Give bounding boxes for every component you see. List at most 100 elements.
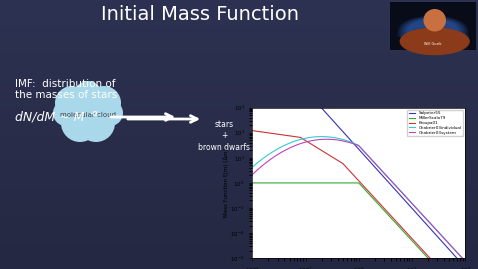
Bar [0, 154, 478, 155]
Bar [0, 232, 478, 233]
Bar [0, 107, 478, 108]
Kroupa01 [434, 264, 440, 267]
Bar [0, 205, 478, 206]
Bar [0, 115, 478, 116]
Bar [0, 203, 478, 204]
Salpeter55 [427, 226, 433, 230]
Text: Initial Mass Function: Initial Mass Function [101, 5, 299, 24]
Bar [0, 181, 478, 182]
Circle shape [61, 104, 99, 142]
Bar [0, 65, 478, 66]
Bar [0, 89, 478, 90]
Bar [0, 256, 478, 257]
MillerScalo79 [250, 181, 255, 185]
Kroupa01 [341, 163, 347, 166]
Bar [0, 93, 478, 94]
Bar [0, 75, 478, 76]
Bar [0, 175, 478, 176]
Bar [0, 36, 478, 37]
MillerScalo79 [298, 181, 304, 185]
Bar [0, 99, 478, 100]
Bar [0, 84, 478, 85]
Bar [0, 191, 478, 192]
MillerScalo79 [349, 181, 355, 185]
Bar [0, 250, 478, 251]
Circle shape [315, 184, 325, 194]
Bar [0, 262, 478, 263]
Bar [0, 135, 478, 136]
Text: molecular cloud: molecular cloud [60, 112, 116, 118]
Bar [0, 211, 478, 212]
Bar [0, 51, 478, 52]
Bar [0, 48, 478, 49]
Bar [0, 254, 478, 255]
Bar [0, 182, 478, 183]
Bar [0, 141, 478, 142]
Bar [0, 45, 478, 46]
Bar [0, 133, 478, 134]
Bar [0, 146, 478, 147]
Bar [0, 224, 478, 225]
Bar [0, 61, 478, 62]
Line: Chabrier03system: Chabrier03system [252, 139, 465, 261]
Bar [0, 216, 478, 217]
MillerScalo79 [253, 181, 259, 185]
Bar [0, 62, 478, 63]
Chabrier03individual [287, 141, 293, 144]
Bar [0, 215, 478, 216]
Salpeter55 [461, 264, 467, 267]
Bar [0, 198, 478, 199]
Bar [0, 150, 478, 151]
Bar [0, 158, 478, 159]
Bar [0, 165, 478, 166]
Bar [0, 31, 478, 32]
Bar [0, 33, 478, 34]
Circle shape [272, 173, 288, 189]
Bar [0, 209, 478, 210]
Chabrier03individual [410, 203, 416, 206]
Bar [0, 217, 478, 218]
Bar [0, 153, 478, 154]
Bar [0, 59, 478, 60]
Bar [0, 152, 478, 153]
Bar [0, 101, 478, 102]
Bar [0, 42, 478, 43]
Bar [0, 24, 478, 25]
Bar [0, 190, 478, 191]
Bar [0, 229, 478, 230]
Bar [0, 63, 478, 64]
Bar [0, 114, 478, 115]
Bar [0, 18, 478, 19]
Bar [0, 149, 478, 150]
Bar [0, 206, 478, 207]
Bar [0, 188, 478, 189]
Salpeter55 [446, 248, 452, 251]
Bar [0, 14, 478, 15]
Bar [0, 251, 478, 252]
Bar [0, 223, 478, 224]
Ellipse shape [400, 28, 469, 55]
Bar [0, 104, 478, 105]
Bar [0, 179, 478, 180]
Bar [0, 258, 478, 259]
Bar [0, 32, 478, 33]
Bar [0, 55, 478, 56]
Bar [0, 221, 478, 222]
Bar [0, 264, 478, 265]
Bar [0, 218, 478, 219]
Bar [0, 242, 478, 243]
Bar [0, 25, 478, 26]
Bar [0, 4, 478, 5]
Bar [0, 184, 478, 185]
Bar [0, 173, 478, 174]
Bar [0, 47, 478, 48]
Bar [0, 78, 478, 79]
Text: dN/dM ~ M: dN/dM ~ M [15, 111, 85, 123]
Bar [0, 112, 478, 113]
Bar [0, 199, 478, 200]
Circle shape [88, 87, 112, 111]
Bar [0, 189, 478, 190]
Bar [0, 66, 478, 67]
Bar [0, 23, 478, 24]
Bar [0, 140, 478, 141]
